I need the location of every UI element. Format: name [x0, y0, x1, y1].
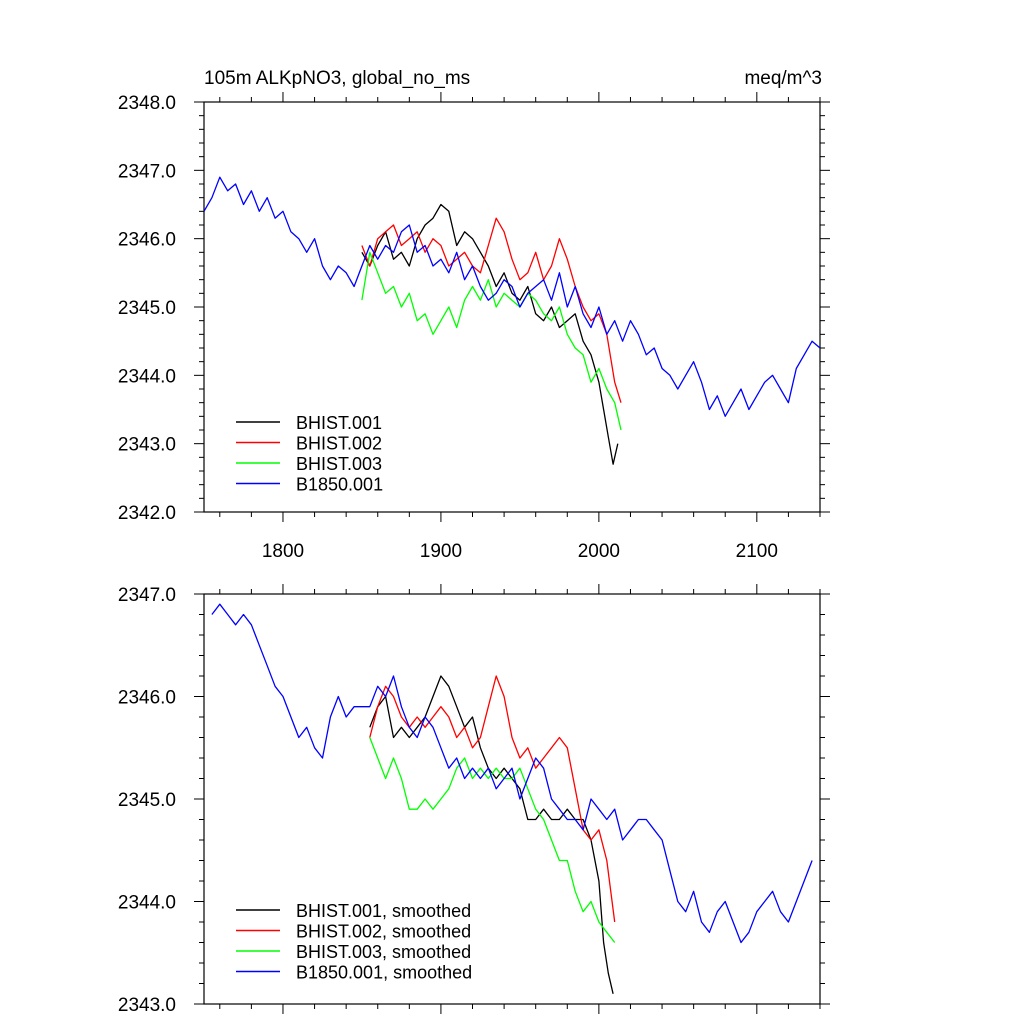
top-y-tick-label: 2348.0 — [118, 93, 176, 114]
top-series-bhist-001 — [361, 203, 619, 465]
top-y-tick-label: 2343.0 — [118, 435, 176, 456]
top-legend-label: BHIST.001 — [296, 413, 382, 433]
top-panel: 105m ALKpNO3, global_no_ms meq/m^3 1800 1… — [118, 68, 830, 562]
top-series-bhist-002 — [361, 217, 622, 403]
bottom-y-tick-label: 2343.0 — [118, 995, 176, 1016]
bottom-y-tick-label: 2344.0 — [118, 893, 176, 914]
bottom-legend-label: BHIST.001, smoothed — [296, 901, 471, 921]
top-y-tick-label: 2342.0 — [118, 503, 176, 524]
top-y-tick-label: 2345.0 — [118, 298, 176, 319]
bottom-series-bhist-002-smoothed — [369, 675, 616, 923]
bottom-series-b1850-001-smoothed — [211, 603, 813, 944]
top-legend-label: BHIST.002 — [296, 434, 382, 454]
top-x-tick-label: 1900 — [420, 541, 462, 562]
top-series-b1850-001 — [204, 176, 820, 417]
top-panel-units: meq/m^3 — [744, 68, 822, 89]
top-x-tick-label: 2000 — [578, 541, 620, 562]
bottom-y-tick-label: 2345.0 — [118, 790, 176, 811]
top-series-bhist-003 — [361, 251, 622, 431]
top-legend-label: B1850.001 — [296, 475, 383, 495]
bottom-legend-label: B1850.001, smoothed — [296, 963, 472, 983]
bottom-y-tick-label: 2346.0 — [118, 688, 176, 709]
bottom-legend-label: BHIST.002, smoothed — [296, 922, 471, 942]
top-y-tick-label: 2347.0 — [118, 161, 176, 182]
top-x-tick-label: 2100 — [736, 541, 778, 562]
bottom-series-bhist-003-smoothed — [369, 737, 616, 943]
bottom-y-tick-label: 2347.0 — [118, 585, 176, 606]
top-panel-title: 105m ALKpNO3, global_no_ms — [204, 68, 470, 89]
bottom-panel: 2343.0 2344.0 2345.0 2346.0 2347.0 BHIST.001,… — [118, 584, 830, 1016]
top-legend-label: BHIST.003 — [296, 454, 382, 474]
top-y-tick-label: 2346.0 — [118, 230, 176, 251]
bottom-legend-label: BHIST.003, smoothed — [296, 942, 471, 962]
top-x-tick-label: 1800 — [262, 541, 304, 562]
top-y-tick-label: 2344.0 — [118, 366, 176, 387]
